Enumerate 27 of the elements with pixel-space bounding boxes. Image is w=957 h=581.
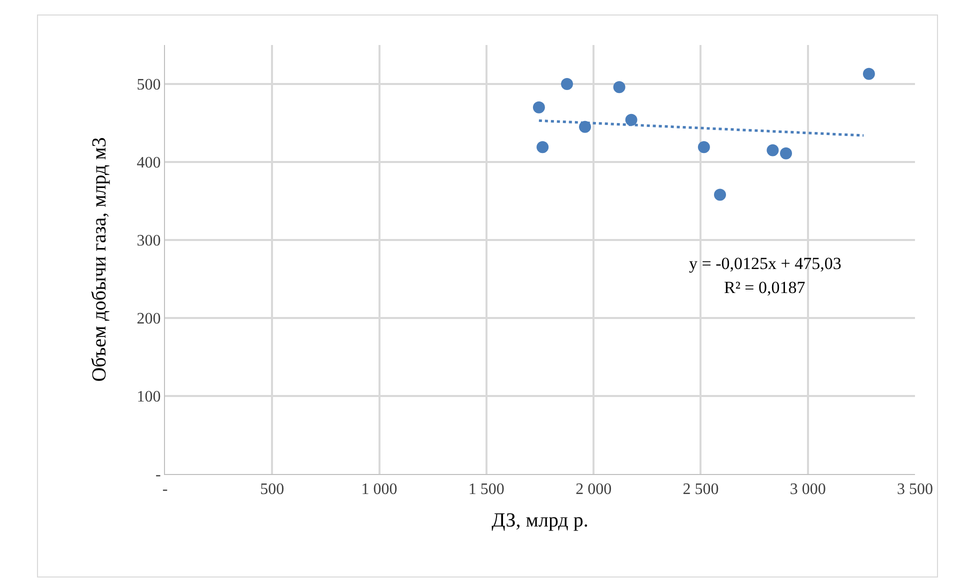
- point: [536, 141, 549, 154]
- annotation: y = -0,0125x + 475,03: [689, 254, 842, 273]
- x-tick-label: 3 500: [897, 481, 933, 498]
- x-axis-title: ДЗ, млрд р.: [492, 510, 588, 532]
- y-axis-title: Объем добычи газа, млрд м3: [88, 137, 110, 382]
- x-tick-label: 500: [260, 481, 284, 498]
- y-tick-label: 500: [136, 76, 161, 94]
- x-tick-label: 3 000: [790, 481, 826, 498]
- point: [714, 188, 726, 201]
- point: [532, 101, 545, 114]
- annotation: R² = 0,0187: [724, 278, 806, 297]
- y-tick-label: 100: [136, 388, 161, 406]
- y-tick-label: 400: [136, 154, 161, 172]
- point: [561, 78, 573, 90]
- point: [698, 141, 710, 154]
- x-tick-label: 1 000: [361, 481, 398, 498]
- x-tick-label: 1 500: [468, 481, 504, 498]
- point: [613, 81, 626, 94]
- y-tick-label: -: [155, 466, 161, 484]
- point: [625, 114, 638, 126]
- y-tick-label: 300: [136, 232, 161, 250]
- point: [780, 147, 792, 160]
- point: [862, 68, 875, 80]
- y-tick-label: 200: [136, 310, 161, 328]
- x-tick-label: 2 500: [682, 481, 719, 498]
- point: [766, 144, 779, 156]
- x-tick-label: 2 000: [576, 481, 612, 498]
